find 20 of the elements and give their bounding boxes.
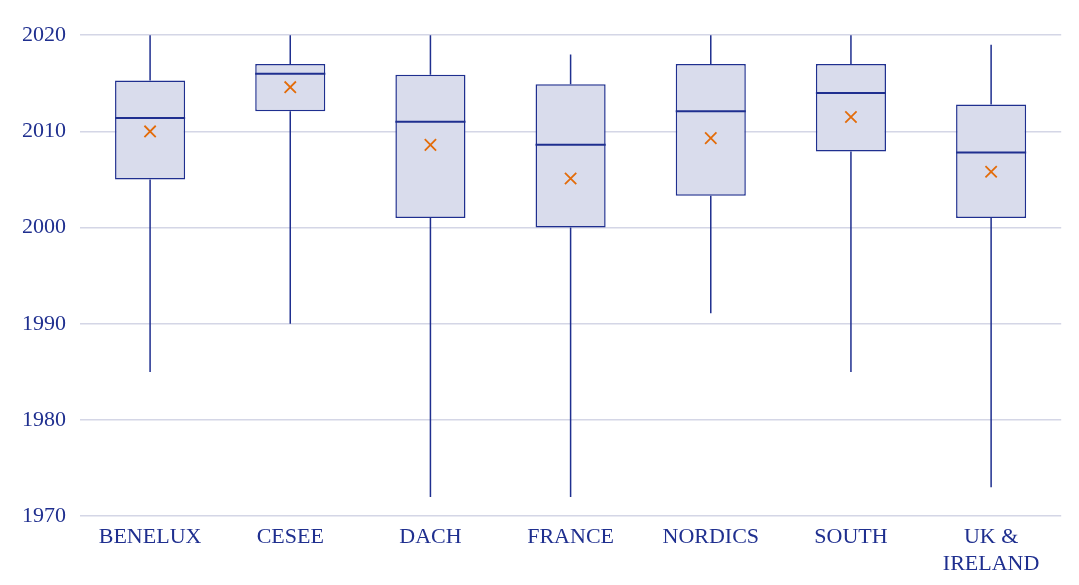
point bbox=[143, 124, 157, 138]
point bbox=[423, 138, 437, 152]
y-tick-label: 2000 bbox=[22, 213, 66, 239]
x-tick-label: CESEE bbox=[256, 523, 324, 549]
y-tick-label: 2010 bbox=[22, 117, 66, 143]
point bbox=[564, 171, 578, 186]
x-tick-label: NORDICS bbox=[662, 523, 760, 549]
x-tick-label: UK & IRELAND bbox=[942, 523, 1040, 575]
x-tick-label: BENELUX bbox=[98, 523, 202, 549]
x-tick-label: DACH bbox=[399, 523, 462, 549]
x-tick-label: FRANCE bbox=[527, 523, 614, 549]
y-tick-label: 1980 bbox=[22, 405, 66, 431]
y-tick-label: 1970 bbox=[22, 501, 66, 527]
point bbox=[283, 80, 297, 94]
x-tick-label: SOUTH bbox=[814, 523, 888, 549]
point bbox=[844, 110, 858, 124]
point bbox=[704, 131, 718, 145]
y-tick-label: 1990 bbox=[22, 309, 66, 335]
point bbox=[984, 165, 998, 179]
y-tick-label: 2020 bbox=[22, 20, 66, 46]
